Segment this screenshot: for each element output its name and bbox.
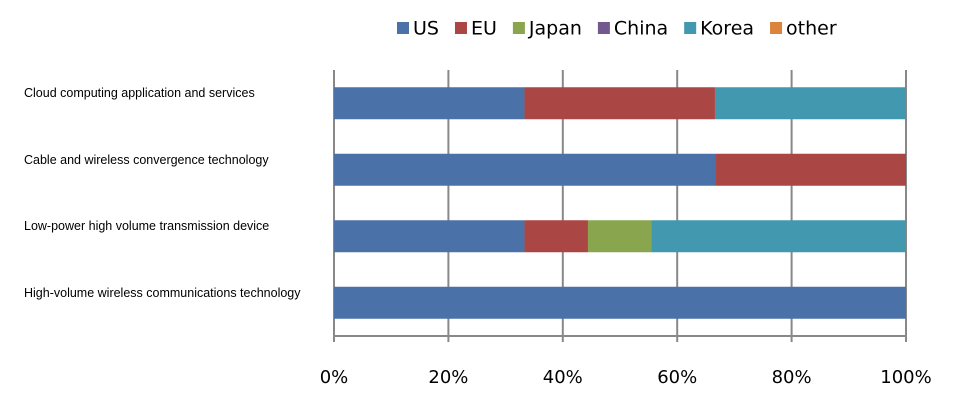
bar-segment	[587, 220, 652, 253]
bar-segment	[714, 87, 906, 120]
legend-label: China	[614, 18, 668, 40]
legend-label: EU	[471, 18, 497, 40]
category-label: Cloud computing application and services	[24, 86, 255, 101]
legend-swatch	[684, 22, 697, 34]
x-tick-label: 80%	[772, 367, 812, 388]
x-tick-label: 20%	[428, 367, 468, 388]
legend-swatch	[597, 22, 610, 34]
category-label: Low-power high volume transmission devic…	[24, 219, 270, 234]
category-label: High-volume wireless communications tech…	[24, 285, 301, 300]
bar-segment	[524, 220, 588, 253]
x-tick-label: 100%	[880, 367, 931, 388]
legend-swatch	[770, 22, 783, 34]
bar-segment	[334, 220, 525, 253]
x-tick-label: 60%	[657, 367, 697, 388]
legend-swatch	[512, 22, 525, 34]
bar-segment	[334, 153, 716, 186]
legend-label: US	[413, 18, 439, 40]
bar-segment	[715, 153, 906, 186]
legend-label: other	[786, 18, 837, 40]
legend-swatch	[397, 22, 409, 34]
x-tick-label: 40%	[543, 367, 583, 388]
legend-label: Japan	[528, 18, 582, 40]
bar-segment	[524, 87, 715, 120]
legend-label: Korea	[700, 18, 754, 40]
x-tick-label: 0%	[320, 367, 349, 388]
legend-swatch	[454, 22, 467, 34]
bar-segment	[334, 87, 525, 120]
category-label: Cable and wireless convergence technolog…	[24, 152, 269, 167]
bar-segment	[651, 220, 906, 253]
bar-segment	[334, 286, 906, 319]
